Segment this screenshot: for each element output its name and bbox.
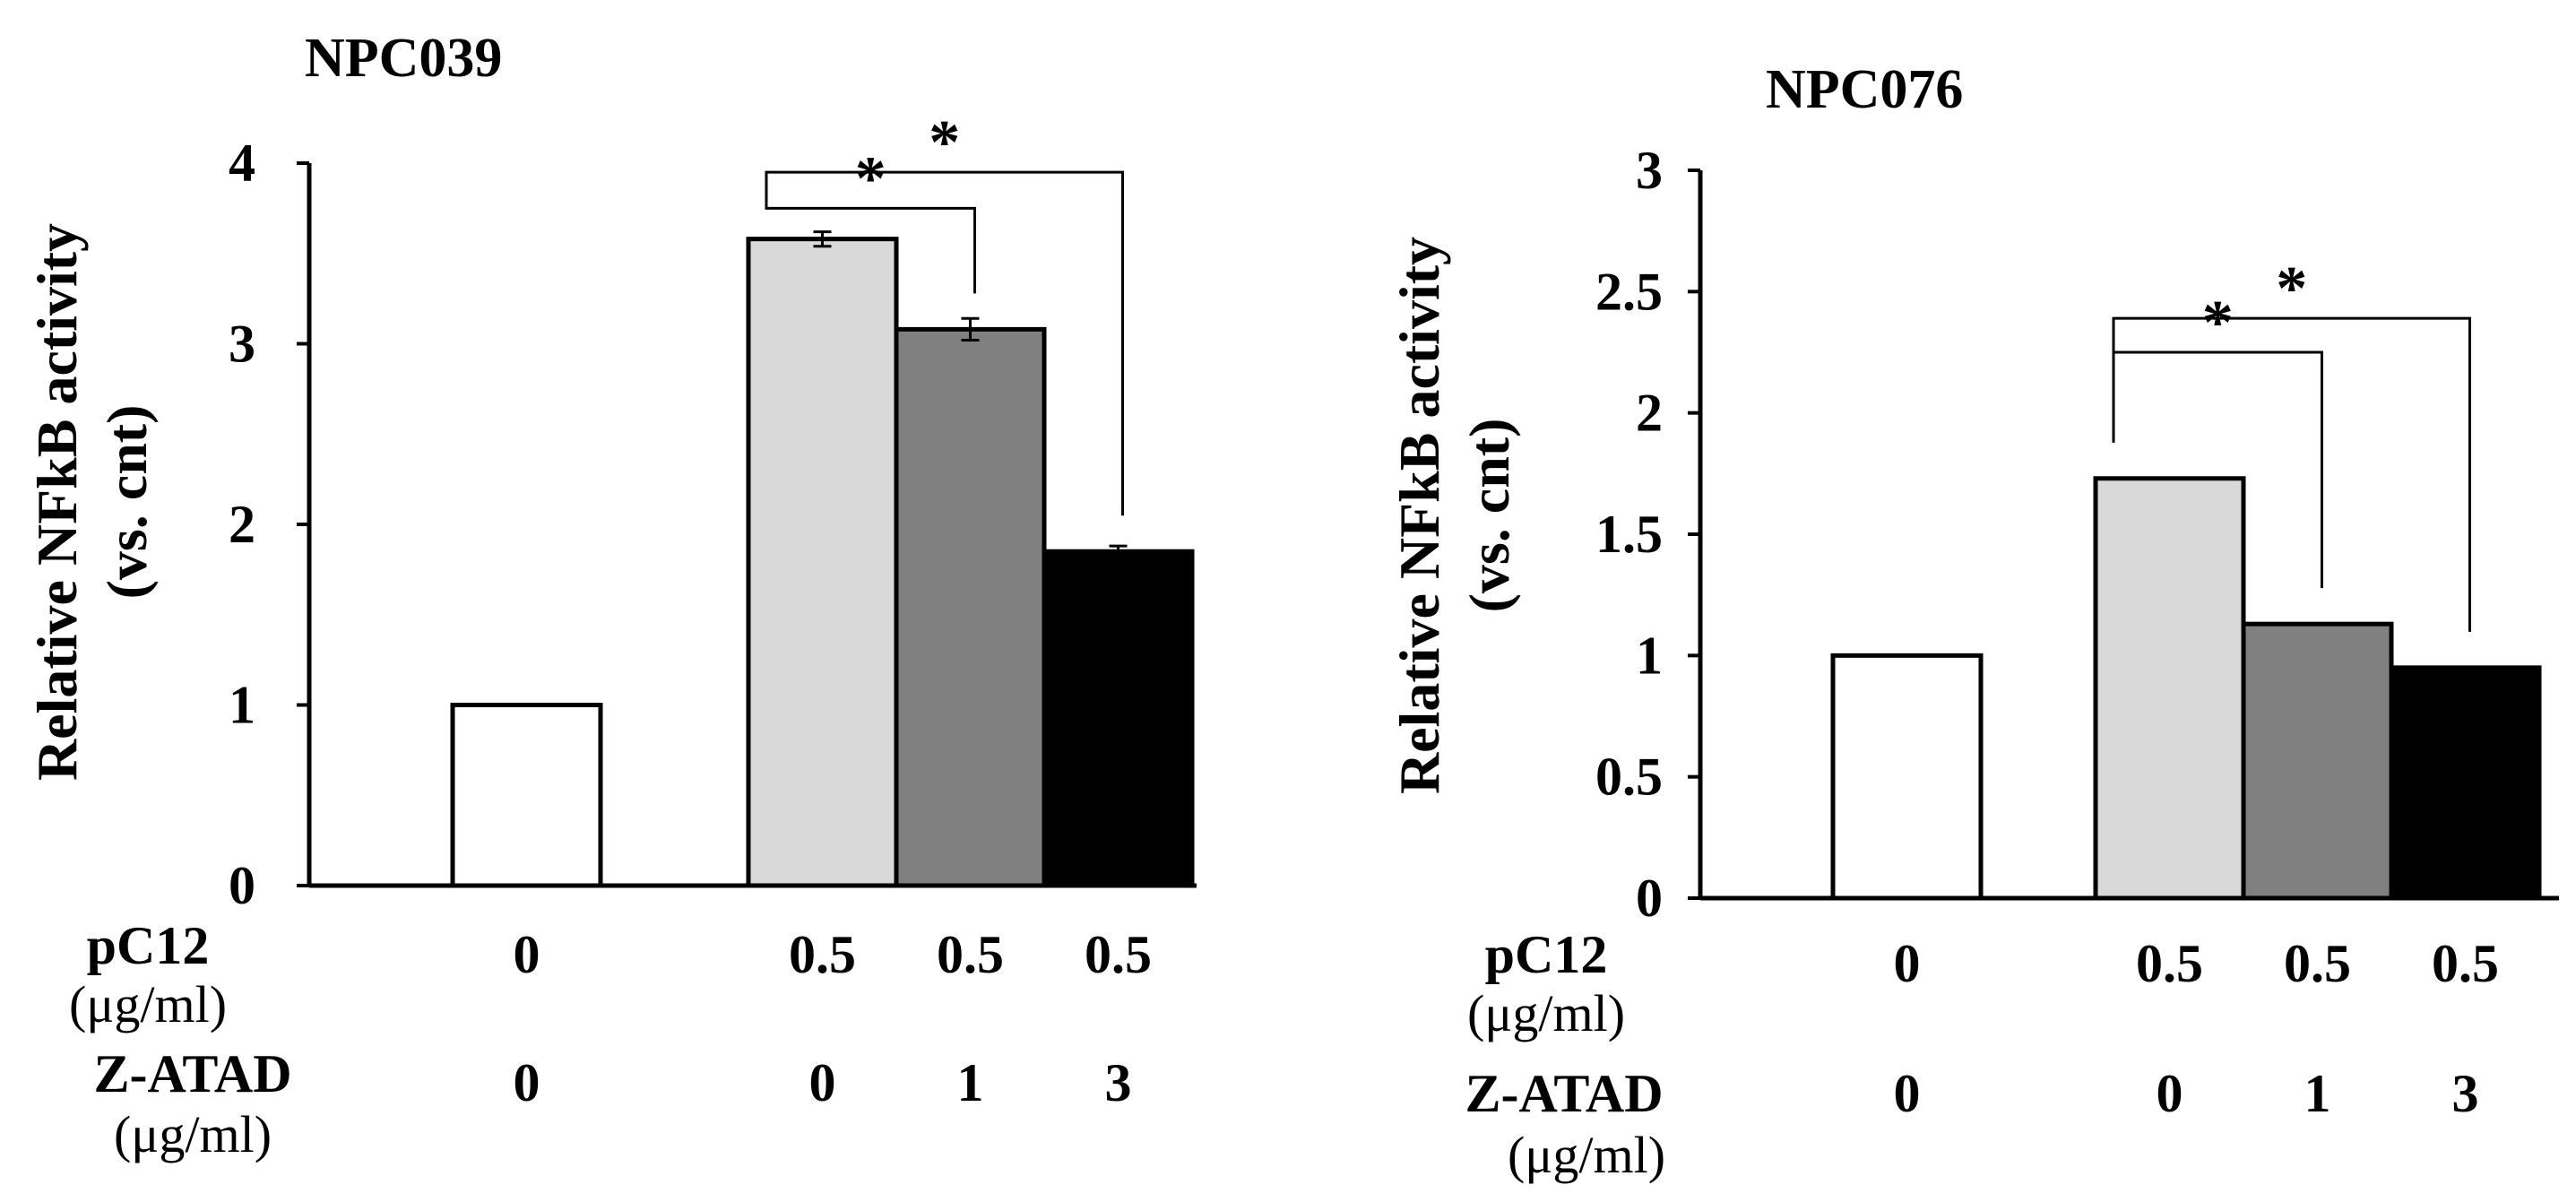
y-tick-label: 3	[1636, 141, 1663, 200]
y-tick-label: 1	[229, 676, 255, 735]
bar	[2093, 476, 2246, 901]
significance-bracket	[765, 170, 1124, 516]
y-tick-labels: 0 1 2 3 4	[229, 134, 255, 915]
y-tick-label: 2.5	[1595, 262, 1663, 321]
condition-values: 0 0.5 0.5 0.5 0 0 1 3	[514, 925, 1153, 1112]
y-tick-label: 1.5	[1595, 505, 1663, 564]
condition-value: 1	[2304, 1064, 2331, 1123]
condition-value: 0	[514, 925, 540, 984]
condition-value: 0.5	[2284, 934, 2351, 993]
significance-bracket	[2112, 316, 2471, 632]
y-axis-label: Relative NFkB activity	[25, 223, 89, 781]
bar	[450, 703, 603, 888]
significance-bracket	[765, 203, 976, 294]
bar	[1042, 549, 1195, 888]
y-tick-label: 2	[1636, 384, 1663, 443]
bar	[2241, 621, 2394, 901]
y-tick-label: 0.5	[1595, 748, 1663, 807]
bar	[894, 326, 1047, 888]
y-axis-label-sub: (vs. cnt)	[95, 405, 159, 600]
row-unit-pc12: (μg/ml)	[1467, 984, 1625, 1042]
significance-star: *	[855, 144, 886, 213]
chart-npc039: NPC039 Relative NFkB activity (vs. cnt) …	[25, 28, 1197, 1163]
bar	[2389, 665, 2542, 901]
condition-value: 0	[2157, 1064, 2183, 1123]
row-unit-zatad: (μg/ml)	[1508, 1126, 1665, 1184]
condition-value: 0	[1894, 934, 1921, 993]
y-tick-label: 0	[1636, 869, 1663, 928]
row-unit-pc12: (μg/ml)	[69, 975, 227, 1033]
condition-value: 0.5	[1085, 925, 1152, 984]
condition-value: 0.5	[789, 925, 856, 984]
y-tick-label: 2	[229, 495, 255, 554]
bars	[450, 230, 1195, 888]
condition-value: 0.5	[937, 925, 1004, 984]
y-tick-label: 3	[229, 315, 255, 374]
condition-values: 0 0.5 0.5 0.5 0 0 1 3	[1894, 934, 2500, 1123]
condition-value: 3	[2452, 1064, 2479, 1123]
condition-value: 0	[809, 1053, 836, 1112]
significance-star: *	[929, 108, 960, 177]
row-label-pc12: pC12	[1485, 925, 1608, 984]
condition-value: 1	[957, 1053, 984, 1112]
y-tick-label: 4	[229, 134, 255, 193]
y-tick-label: 1	[1636, 626, 1663, 685]
y-tick-labels: 0 0.5 1 1.5 2 2.5 3	[1595, 141, 1663, 928]
bars	[1830, 476, 2542, 901]
significance-brackets: **	[2112, 255, 2471, 632]
row-label-zatad: Z-ATAD	[93, 1044, 291, 1103]
significance-brackets: **	[765, 108, 1124, 516]
significance-star: *	[2276, 255, 2307, 324]
bar	[1830, 653, 1984, 901]
y-tick-label: 0	[229, 856, 255, 915]
chart-title: NPC039	[305, 28, 502, 89]
chart-npc076: NPC076 Relative NFkB activity (vs. cnt) …	[1387, 59, 2559, 1184]
y-axis-label: Relative NFkB activity	[1387, 237, 1451, 794]
condition-value: 0	[514, 1053, 540, 1112]
condition-value: 0	[1894, 1064, 1921, 1123]
row-label-pc12: pC12	[87, 916, 210, 975]
y-axis-label-sub: (vs. cnt)	[1457, 419, 1521, 613]
significance-star: *	[2202, 289, 2234, 358]
chart-title: NPC076	[1766, 59, 1963, 120]
condition-value: 0.5	[2136, 934, 2203, 993]
condition-value: 3	[1105, 1053, 1132, 1112]
row-unit-zatad: (μg/ml)	[114, 1105, 272, 1163]
bar	[746, 237, 899, 888]
condition-value: 0.5	[2432, 934, 2499, 993]
row-label-zatad: Z-ATAD	[1465, 1064, 1663, 1123]
